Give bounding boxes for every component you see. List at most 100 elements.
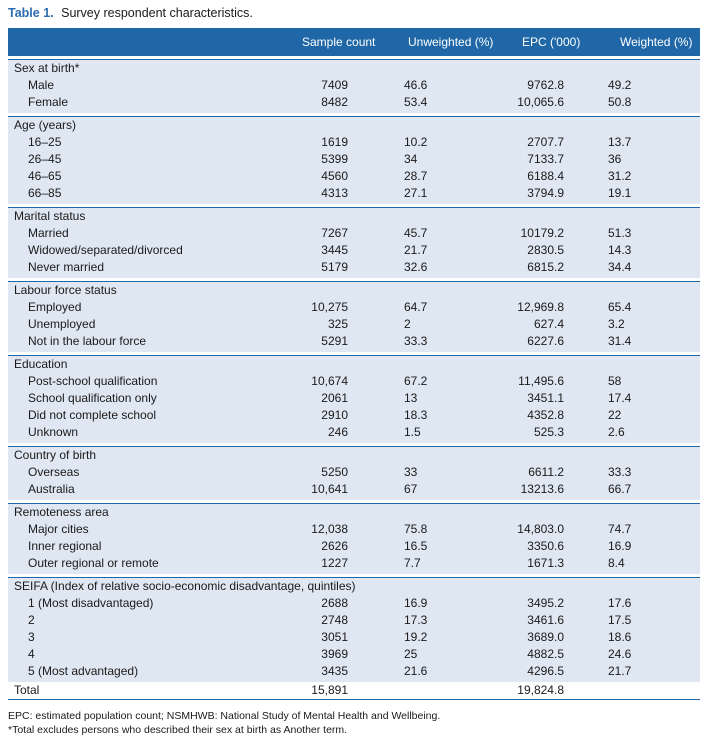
epc-cell: 6611.2 bbox=[494, 464, 592, 481]
table-title: Survey respondent characteristics. bbox=[61, 6, 253, 20]
group-title: Labour force status bbox=[8, 281, 700, 299]
row-label: Unemployed bbox=[8, 316, 270, 333]
epc-cell: 3350.6 bbox=[494, 538, 592, 555]
total-row: Total 15,891 19,824.8 bbox=[8, 682, 700, 700]
header-epc: EPC ('000) bbox=[494, 28, 592, 56]
sample-count-cell: 1227 bbox=[270, 555, 382, 574]
row-label: Overseas bbox=[8, 464, 270, 481]
epc-cell: 6188.4 bbox=[494, 168, 592, 185]
row-label: 66–85 bbox=[8, 185, 270, 204]
table-row: Married 7267 45.7 10179.2 51.3 bbox=[8, 225, 700, 242]
row-label: 3 bbox=[8, 629, 270, 646]
sample-count-cell: 2626 bbox=[270, 538, 382, 555]
weighted-cell: 2.6 bbox=[592, 424, 700, 443]
group-spacer bbox=[8, 113, 700, 117]
group-title: Country of birth bbox=[8, 446, 700, 464]
weighted-cell: 24.6 bbox=[592, 646, 700, 663]
sample-count-cell: 325 bbox=[270, 316, 382, 333]
weighted-cell: 51.3 bbox=[592, 225, 700, 242]
sample-count-cell: 2688 bbox=[270, 595, 382, 612]
unweighted-cell: 34 bbox=[382, 151, 494, 168]
weighted-cell: 3.2 bbox=[592, 316, 700, 333]
unweighted-cell: 46.6 bbox=[382, 77, 494, 94]
weighted-cell: 19.1 bbox=[592, 185, 700, 204]
table-row: 26–45 5399 34 7133.7 36 bbox=[8, 151, 700, 168]
unweighted-cell: 19.2 bbox=[382, 629, 494, 646]
group-title: Sex at birth* bbox=[8, 59, 700, 77]
group-title-row: Country of birth bbox=[8, 446, 700, 464]
weighted-cell bbox=[592, 682, 700, 700]
footnote-abbreviations: EPC: estimated population count; NSMHWB:… bbox=[8, 710, 441, 722]
sample-count-cell: 4560 bbox=[270, 168, 382, 185]
table-group: Country of birth Overseas 5250 33 6611.2 33.3… bbox=[8, 446, 700, 500]
sample-count-cell: 246 bbox=[270, 424, 382, 443]
group-title-row: Education bbox=[8, 355, 700, 373]
table-group: Remoteness area Major cities 12,038 75.8 14,… bbox=[8, 503, 700, 574]
weighted-cell: 50.8 bbox=[592, 94, 700, 113]
table-row: Inner regional 2626 16.5 3350.6 16.9 bbox=[8, 538, 700, 555]
sample-count-cell: 2061 bbox=[270, 390, 382, 407]
row-label: 26–45 bbox=[8, 151, 270, 168]
unweighted-cell: 21.6 bbox=[382, 663, 494, 682]
unweighted-cell: 16.5 bbox=[382, 538, 494, 555]
weighted-cell: 58 bbox=[592, 373, 700, 390]
group-title: SEIFA (Index of relative socio-economic … bbox=[8, 577, 700, 595]
weighted-cell: 49.2 bbox=[592, 77, 700, 94]
epc-cell: 3461.6 bbox=[494, 612, 592, 629]
unweighted-cell: 67.2 bbox=[382, 373, 494, 390]
table-row: Australia 10,641 67 13213.6 66.7 bbox=[8, 481, 700, 500]
table-row: Unknown 246 1.5 525.3 2.6 bbox=[8, 424, 700, 443]
epc-cell: 525.3 bbox=[494, 424, 592, 443]
table-group: Education Post-school qualification 10,674… bbox=[8, 355, 700, 443]
epc-cell: 14,803.0 bbox=[494, 521, 592, 538]
row-label: Female bbox=[8, 94, 270, 113]
unweighted-cell: 33.3 bbox=[382, 333, 494, 352]
row-label: Unknown bbox=[8, 424, 270, 443]
epc-cell: 9762.8 bbox=[494, 77, 592, 94]
table-row: Not in the labour force 5291 33.3 6227.6 31.… bbox=[8, 333, 700, 352]
row-label: 1 (Most disadvantaged) bbox=[8, 595, 270, 612]
epc-cell: 19,824.8 bbox=[494, 682, 592, 700]
sample-count-cell: 7267 bbox=[270, 225, 382, 242]
table-group: Sex at birth* Male 7409 46.6 9762.8 49.2 Femal… bbox=[8, 59, 700, 113]
weighted-cell: 36 bbox=[592, 151, 700, 168]
header-unweighted: Unweighted (%) bbox=[382, 28, 494, 56]
weighted-cell: 14.3 bbox=[592, 242, 700, 259]
sample-count-cell: 10,674 bbox=[270, 373, 382, 390]
epc-cell: 3495.2 bbox=[494, 595, 592, 612]
unweighted-cell: 16.9 bbox=[382, 595, 494, 612]
group-title: Education bbox=[8, 355, 700, 373]
epc-cell: 12,969.8 bbox=[494, 299, 592, 316]
unweighted-cell: 28.7 bbox=[382, 168, 494, 185]
group-spacer bbox=[8, 443, 700, 447]
epc-cell: 4296.5 bbox=[494, 663, 592, 682]
row-label: Major cities bbox=[8, 521, 270, 538]
table-row: Unemployed 325 2 627.4 3.2 bbox=[8, 316, 700, 333]
table-row: 2 2748 17.3 3461.6 17.5 bbox=[8, 612, 700, 629]
group-spacer bbox=[8, 352, 700, 356]
unweighted-cell: 10.2 bbox=[382, 134, 494, 151]
table-row: Outer regional or remote 1227 7.7 1671.3 8.4 bbox=[8, 555, 700, 574]
group-spacer bbox=[8, 574, 700, 578]
group-title-row: Labour force status bbox=[8, 281, 700, 299]
table-header-row: Sample count Unweighted (%) EPC ('000) W… bbox=[8, 28, 700, 56]
unweighted-cell: 27.1 bbox=[382, 185, 494, 204]
weighted-cell: 66.7 bbox=[592, 481, 700, 500]
group-title-row: Age (years) bbox=[8, 116, 700, 134]
row-label: Did not complete school bbox=[8, 407, 270, 424]
group-title: Remoteness area bbox=[8, 503, 700, 521]
epc-cell: 11,495.6 bbox=[494, 373, 592, 390]
row-label: 16–25 bbox=[8, 134, 270, 151]
row-label: School qualification only bbox=[8, 390, 270, 407]
weighted-cell: 16.9 bbox=[592, 538, 700, 555]
sample-count-cell: 4313 bbox=[270, 185, 382, 204]
unweighted-cell: 45.7 bbox=[382, 225, 494, 242]
group-spacer bbox=[8, 56, 700, 60]
weighted-cell: 17.5 bbox=[592, 612, 700, 629]
row-label: Post-school qualification bbox=[8, 373, 270, 390]
row-label: 2 bbox=[8, 612, 270, 629]
table-row: Major cities 12,038 75.8 14,803.0 74.7 bbox=[8, 521, 700, 538]
table-row: Employed 10,275 64.7 12,969.8 65.4 bbox=[8, 299, 700, 316]
unweighted-cell: 53.4 bbox=[382, 94, 494, 113]
